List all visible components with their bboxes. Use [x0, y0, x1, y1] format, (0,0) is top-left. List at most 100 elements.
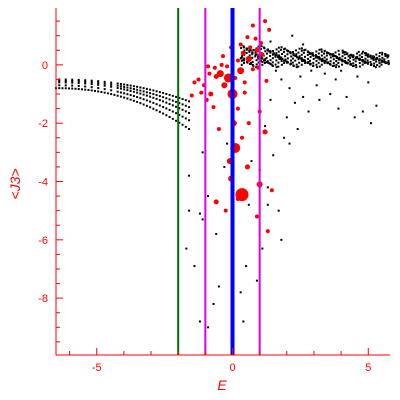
black-point	[175, 95, 178, 98]
black-point	[311, 54, 314, 57]
black-point	[364, 52, 367, 55]
black-point	[132, 90, 135, 93]
black-point	[142, 103, 145, 106]
black-point	[184, 104, 187, 107]
black-point	[288, 87, 291, 90]
black-point	[155, 90, 158, 93]
vertical-lines-layer	[177, 8, 261, 355]
black-point	[299, 75, 302, 78]
black-point	[333, 64, 336, 67]
black-point	[352, 54, 355, 57]
black-point	[266, 60, 269, 63]
red-point	[240, 135, 245, 140]
black-point	[282, 51, 285, 54]
black-point	[158, 95, 161, 98]
black-point	[384, 55, 387, 58]
black-point	[329, 60, 332, 63]
black-point	[275, 66, 278, 69]
black-point	[71, 84, 74, 87]
black-point	[261, 60, 264, 63]
black-point	[298, 55, 301, 58]
black-point	[321, 57, 324, 60]
black-point	[178, 102, 181, 105]
black-point	[323, 49, 326, 52]
black-point	[337, 61, 340, 64]
red-point	[254, 47, 260, 53]
black-point	[378, 51, 381, 54]
black-point	[358, 54, 361, 57]
black-point	[369, 122, 372, 125]
black-point	[119, 95, 122, 98]
black-point	[67, 87, 70, 90]
y-axis-title: <J3>	[7, 168, 23, 199]
black-point	[309, 62, 312, 65]
black-point	[139, 102, 142, 105]
black-point	[369, 55, 372, 58]
black-point	[306, 53, 309, 56]
red-point	[245, 56, 252, 63]
black-point	[90, 86, 93, 89]
black-point	[260, 45, 263, 48]
black-point	[184, 99, 187, 102]
black-point	[332, 62, 335, 65]
black-point	[123, 96, 126, 99]
black-point	[343, 50, 346, 53]
black-point	[269, 59, 272, 62]
black-point	[317, 52, 320, 55]
black-point	[165, 101, 168, 104]
black-point	[326, 52, 329, 55]
black-point	[275, 48, 278, 51]
black-point	[275, 52, 278, 55]
red-point	[262, 129, 268, 135]
black-point	[307, 110, 310, 113]
black-point	[352, 58, 355, 61]
black-point	[277, 61, 280, 64]
black-point	[318, 65, 321, 68]
red-point	[212, 65, 217, 70]
black-point	[242, 46, 245, 49]
red-point	[221, 82, 228, 89]
black-point	[181, 123, 184, 126]
black-point	[103, 88, 106, 91]
black-point	[367, 62, 370, 65]
red-point	[219, 62, 224, 67]
black-point	[309, 59, 312, 62]
black-point	[110, 81, 113, 84]
black-point	[242, 45, 245, 48]
black-point	[378, 58, 381, 61]
black-point	[334, 54, 337, 57]
red-point	[235, 196, 240, 201]
black-point	[361, 59, 364, 62]
black-point	[77, 80, 80, 83]
black-point	[304, 61, 307, 64]
black-point	[333, 55, 336, 58]
black-point	[323, 52, 326, 55]
black-point	[188, 128, 191, 131]
black-point	[149, 106, 152, 109]
black-point	[162, 92, 165, 95]
black-point	[277, 50, 280, 53]
black-point	[90, 83, 93, 86]
black-point	[355, 66, 358, 69]
black-point	[262, 46, 265, 49]
black-point	[360, 52, 363, 55]
black-point	[64, 78, 67, 81]
red-point	[242, 80, 247, 85]
black-point	[320, 54, 323, 57]
black-point	[178, 107, 181, 110]
black-point	[145, 104, 148, 107]
black-point	[201, 218, 204, 221]
black-point	[152, 96, 155, 99]
black-point	[71, 80, 74, 83]
black-point	[58, 84, 61, 87]
black-point	[321, 59, 324, 62]
red-point	[269, 188, 274, 193]
black-point	[335, 60, 338, 63]
black-point	[381, 51, 384, 54]
black-point	[162, 100, 165, 103]
black-point	[266, 186, 269, 189]
y-tick-label: -6	[38, 235, 48, 247]
black-point	[77, 84, 80, 87]
black-point	[155, 103, 158, 106]
